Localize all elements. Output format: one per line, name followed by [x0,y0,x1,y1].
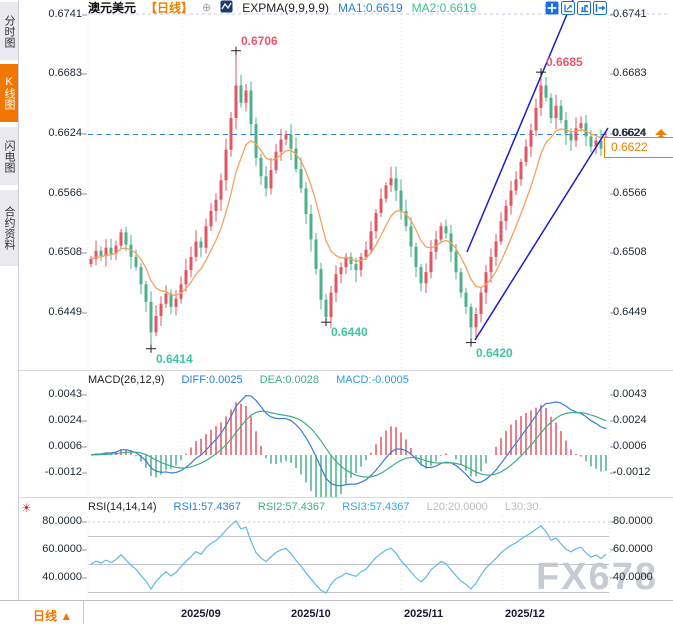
axis-label: 0.0006 [48,440,82,452]
axis-label: 0.0024 [613,414,647,426]
period-tab-daily[interactable]: 日线 ▲ [33,609,73,623]
price-annotation-0.6706: 0.6706 [241,33,278,48]
axis-label: 0.6624 [613,127,647,139]
price-annotation-0.6685: 0.6685 [546,55,583,70]
axis-label: -0.0012 [44,466,82,478]
axis-label: 0.6566 [48,187,82,199]
main-chart-header: 澳元美元 【日线】 ⊕ EXPMA(9,9,9,9) MA1:0.6619 MA… [88,0,476,15]
rsi3-value: RSI3:57.4367 [342,501,410,513]
panel-separator [18,370,673,371]
axis-label: 0.6741 [613,8,647,20]
measure-chart-icon[interactable] [561,1,575,15]
price-annotation-0.6440: 0.6440 [331,325,368,340]
axis-label: 0.6683 [613,67,647,79]
divider [83,601,84,624]
sidebar-tab-4[interactable]: 合约资料 [0,190,18,266]
axis-label: 80.0000 [613,515,653,527]
macd-panel-header: MACD(26,12,9) DIFF:0.0025 DEA:0.0028 MAC… [88,374,409,386]
axis-label: 0.0043 [613,388,647,400]
month-label-2025/09: 2025/09 [181,608,221,620]
axis-label: 0.0043 [48,388,82,400]
ma2-value: MA2:0.6619 [411,0,477,15]
price-annotation-0.6414: 0.6414 [156,351,193,366]
axis-label: 0.6741 [48,8,82,20]
axis-label: 0.6449 [48,306,82,318]
macd-title: MACD(26,12,9) [88,374,165,386]
month-label-2025/12: 2025/12 [505,608,545,620]
rsi-panel-header: RSI(14,14,14) RSI1:57.4367 RSI2:57.4367 … [88,501,542,513]
axis-label: 0.6508 [613,246,647,258]
sidebar-tab-3[interactable]: 闪电图 [0,127,18,185]
rsi-l30-value: L30:30. [504,501,542,513]
axis-label: 0.6449 [613,306,647,318]
watermark: FX678 [536,556,658,598]
axis-label: 40.0000 [613,571,653,583]
axis-label: 0.6508 [48,246,82,258]
indicator-label: EXPMA(9,9,9,9) [242,0,329,15]
rsi2-value: RSI2:57.4367 [257,501,326,513]
axis-label: 0.0024 [48,414,82,426]
macd-diff-value: DIFF:0.0025 [181,374,243,386]
sidebar-tab-2[interactable]: K线图 [0,64,18,122]
bottom-axis-bar: 日线 ▲ 2025/09 2025/10 2025/11 2025/12 [0,600,673,624]
add-indicator-icon[interactable]: ⊕ [202,2,212,14]
period-tag[interactable]: 【日线】 [145,1,194,15]
exit-right-icon[interactable] [593,1,607,15]
stats-chart-icon[interactable] [577,1,591,15]
pan-crosshair-icon[interactable] [545,1,559,15]
axis-label: -0.0012 [613,466,651,478]
axis-label: 0.0006 [613,440,647,452]
macd-dea-value: DEA:0.0028 [259,374,320,386]
price-annotation-0.6420: 0.6420 [476,345,513,360]
chart-toolbar [545,1,607,15]
month-label-2025/11: 2025/11 [404,608,444,620]
settings-sun-icon[interactable]: ☀ [21,501,32,515]
month-label-2025/10: 2025/10 [291,608,331,620]
axis-label: 60.0000 [613,543,653,555]
axis-label: 0.6683 [48,67,82,79]
rsi-title: RSI(14,14,14) [88,501,157,513]
axis-label: 60.0000 [42,543,82,555]
sidebar-tab-1[interactable]: 分时图 [0,2,18,60]
macd-hist-value: MACD:-0.0005 [336,374,409,386]
last-price-box: 0.6622 [604,137,673,158]
kline-style-icon[interactable] [220,0,233,16]
sidebar: 分时图 K线图闪电图合约资料 [0,0,19,624]
axis-label: 0.6566 [613,187,647,199]
price-axis-current-level: 0.6624 [612,127,646,139]
axis-label: 0.6624 [48,127,82,139]
panel-separator [18,497,673,498]
axis-label: 40.0000 [42,571,82,583]
axis-label: 80.0000 [42,515,82,527]
rsi-l20-value: L20:20.0000 [426,501,488,513]
rsi1-value: RSI1:57.4367 [173,501,241,513]
symbol-name: 澳元美元 [88,1,137,15]
ma1-value: MA1:0.6619 [337,0,403,15]
